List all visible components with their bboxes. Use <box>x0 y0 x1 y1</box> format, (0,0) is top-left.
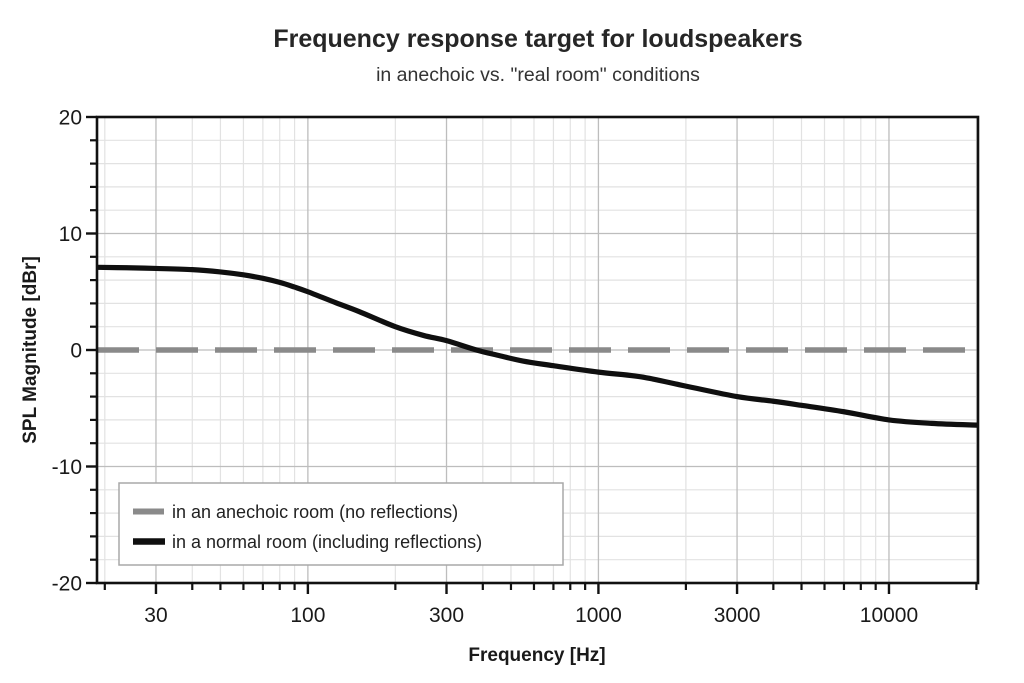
x-axis-label: Frequency [Hz] <box>468 645 605 666</box>
y-axis-label: SPL Magnitude [dBr] <box>20 256 41 444</box>
x-tick-label: 1000 <box>575 604 622 627</box>
legend-label-normal-room: in a normal room (including reflections) <box>172 532 482 552</box>
legend-label-anechoic: in an anechoic room (no reflections) <box>172 502 458 522</box>
chart-subtitle: in anechoic vs. "real room" conditions <box>376 64 700 86</box>
chart-title: Frequency response target for loudspeake… <box>273 25 802 53</box>
y-tick-label: -20 <box>52 573 82 596</box>
x-tick-label: 30 <box>144 604 167 627</box>
tick-labels: 30 100 300 1000 3000 10000 -20 -10 0 10 20 <box>52 107 919 628</box>
x-tick-label: 3000 <box>714 604 761 627</box>
legend-box <box>118 482 564 566</box>
x-tick-label: 10000 <box>860 604 918 627</box>
y-tick-label: 0 <box>70 340 82 363</box>
y-tick-label: -10 <box>52 456 82 479</box>
x-tick-label: 300 <box>429 604 464 627</box>
y-tick-label: 10 <box>59 223 82 246</box>
y-tick-label: 20 <box>59 107 82 130</box>
x-tick-label: 100 <box>290 604 325 627</box>
series-line-normal-room <box>96 264 979 428</box>
series-lines <box>96 264 979 428</box>
axis-ticks <box>86 115 978 594</box>
legend: in an anechoic room (no reflections) in … <box>118 482 564 566</box>
